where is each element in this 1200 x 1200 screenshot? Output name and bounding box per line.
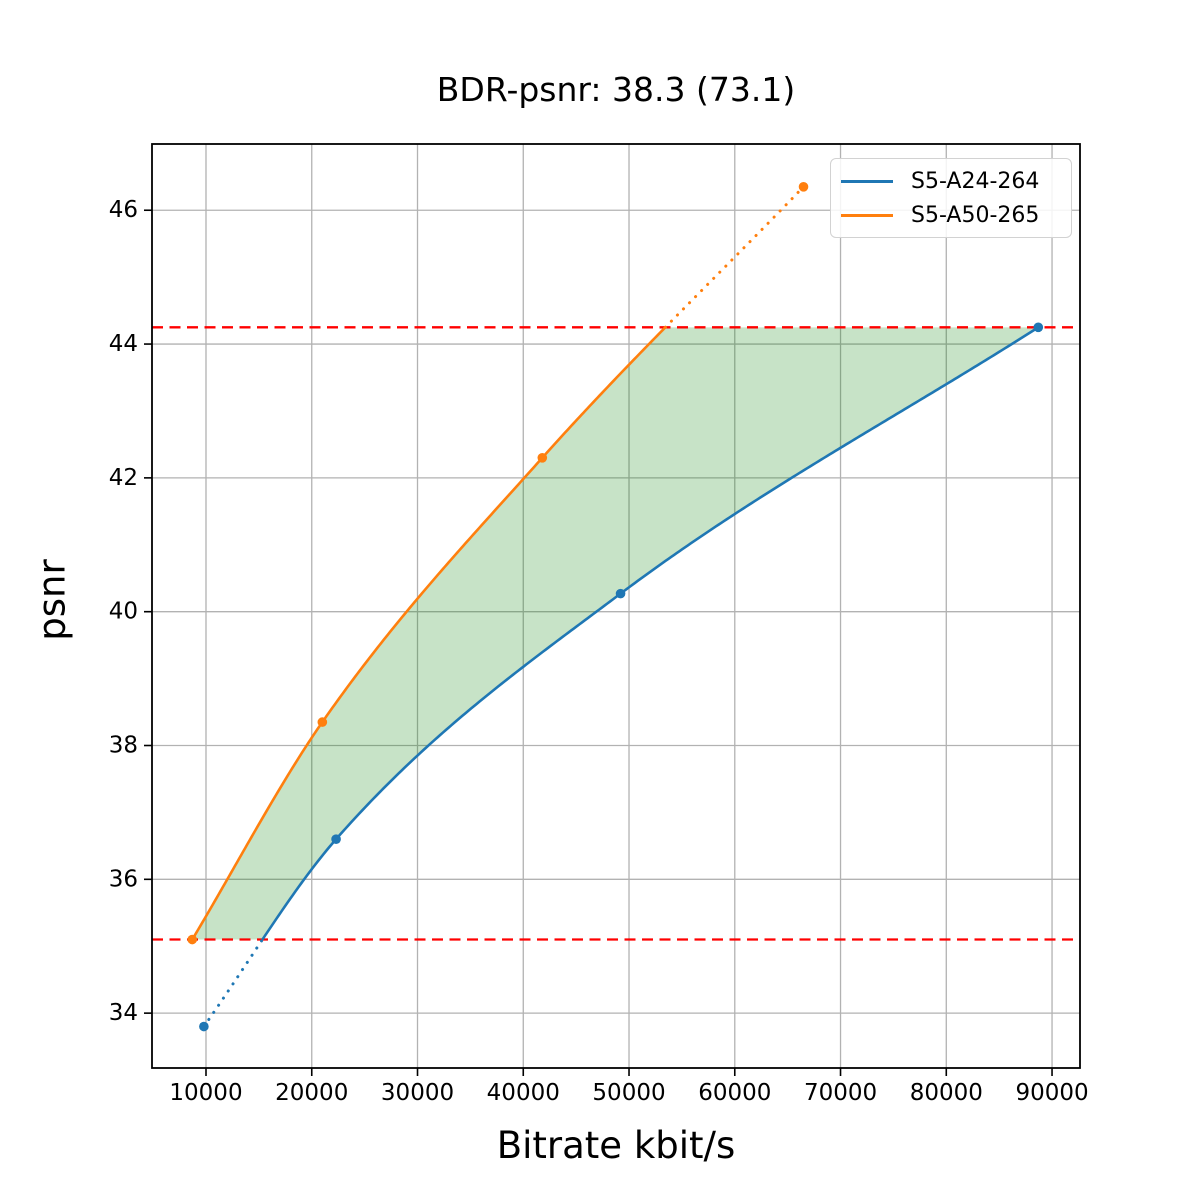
data-point-S5-A50-265 xyxy=(537,452,548,463)
data-point-S5-A24-264 xyxy=(1033,322,1044,333)
y-tick-label-42: 42 xyxy=(109,465,138,491)
data-point-S5-A50-265 xyxy=(798,182,809,192)
series-line-dotted-S5-A50-265 xyxy=(663,185,806,329)
data-point-S5-A24-264 xyxy=(615,588,626,599)
y-tick-label-44: 44 xyxy=(109,331,138,357)
series-line-S5-A50-265 xyxy=(191,326,667,941)
data-point-S5-A50-265 xyxy=(317,717,328,727)
legend-label-series-1: S5-A50-265 xyxy=(911,202,1040,228)
legend-label-series-0: S5-A24-264 xyxy=(911,168,1040,194)
bd-overlap-fill xyxy=(192,327,1039,940)
x-axis-label: Bitrate kbit/s xyxy=(496,1124,736,1167)
chart-title: BDR-psnr: 38.3 (73.1) xyxy=(436,70,796,109)
legend-line-swatch-orange xyxy=(841,213,893,217)
x-tick-label-40000: 40000 xyxy=(487,1080,560,1106)
x-tick-label-90000: 90000 xyxy=(1015,1080,1088,1106)
data-point-S5-A24-264 xyxy=(199,1021,209,1032)
y-tick-label-36: 36 xyxy=(109,866,138,892)
x-tick-label-80000: 80000 xyxy=(910,1080,983,1106)
series-line-S5-A24-264 xyxy=(261,326,1039,941)
y-tick-label-38: 38 xyxy=(109,733,138,759)
legend-line-swatch-blue xyxy=(841,179,893,183)
legend-item-series-0: S5-A24-264 xyxy=(841,164,1061,198)
x-tick-label-50000: 50000 xyxy=(592,1080,665,1106)
legend-item-series-1: S5-A50-265 xyxy=(841,198,1061,232)
y-tick-label-40: 40 xyxy=(109,599,138,625)
series-line-dotted-S5-A24-264 xyxy=(202,938,264,1029)
legend: S5-A24-264 S5-A50-265 xyxy=(830,158,1072,238)
x-tick-label-20000: 20000 xyxy=(275,1080,348,1106)
plot-border xyxy=(151,143,1081,1069)
y-tick-label-46: 46 xyxy=(109,197,138,223)
data-point-S5-A50-265 xyxy=(187,934,198,945)
x-tick-label-10000: 10000 xyxy=(169,1080,242,1106)
x-tick-label-70000: 70000 xyxy=(804,1080,877,1106)
x-tick-label-60000: 60000 xyxy=(698,1080,771,1106)
data-point-S5-A24-264 xyxy=(331,834,341,844)
y-tick-label-34: 34 xyxy=(109,1000,138,1026)
x-tick-label-30000: 30000 xyxy=(381,1080,454,1106)
